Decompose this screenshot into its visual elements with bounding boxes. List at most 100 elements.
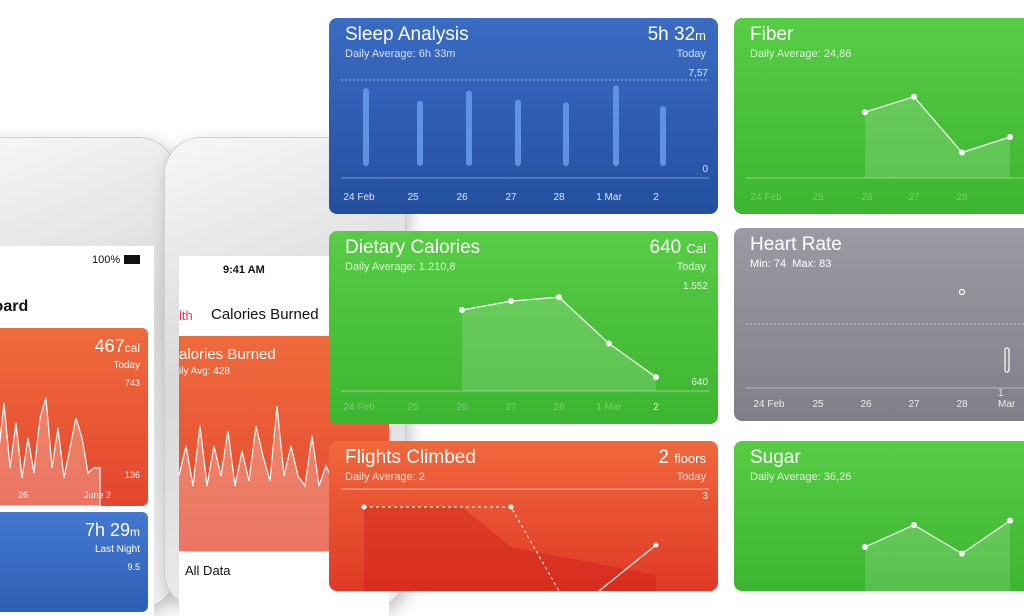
dietary-ymin: 640 [691,377,708,388]
calories-axis-top: 743 [124,378,140,388]
sleep-value-unit: m [695,28,706,43]
sleep-bar [613,85,619,166]
fiber-point [862,109,868,116]
sleep-mini-unit: m [130,525,140,539]
sugar-title: Sugar [750,447,801,468]
flights-value-unit: floors [674,451,706,466]
phone-left-title: nboard [0,298,29,315]
flights-value-number: 2 [658,447,669,468]
heart-subtitle: Min: 74 Max: 83 [750,258,831,270]
sleep-ymin: 0 [702,164,708,175]
battery-text: 100% [92,254,121,266]
calories-axis-bottom: 136 [124,470,140,480]
flights-title: Flights Climbed [345,447,476,468]
heart-x-label: 26 [860,399,872,410]
sleep-chart [341,79,709,179]
heart-rate-card[interactable]: Heart Rate Min: 74 Max: 83 24 Feb 25 26 27 2… [734,228,1024,421]
fiber-x-label: 26 [861,192,873,203]
fiber-card[interactable]: Fiber Daily Average: 24,86 24 Feb 25 26 27 2… [734,18,1024,214]
heart-range-bar [1004,347,1010,373]
sleep-value: 5h 32m [648,24,706,46]
sleep-ymax: 7,57 [688,68,708,79]
sleep-bar [563,102,569,166]
dietary-today: Today [676,261,706,273]
fiber-chart [746,93,1024,179]
dietary-x-label: 25 [407,402,419,413]
heart-x-label: 27 [908,399,920,410]
sugar-chart [862,517,1013,591]
sugar-area [865,520,1010,591]
back-link[interactable]: lth [179,308,193,323]
heart-point [958,288,966,296]
fiber-subtitle: Daily Average: 24,86 [750,48,852,60]
heart-x-label: 28 [956,399,968,410]
phone-right-card-sub: ily Avg: 428 [179,366,230,377]
phone-left-calories-card[interactable]: ned 467cal Today 743 136 26 June 2 [0,328,148,506]
sleep-bar [660,106,666,166]
heart-title: Heart Rate [750,234,842,255]
sleep-x-label: 24 Feb [343,192,375,203]
dietary-point [459,306,465,313]
dietary-chart [341,294,709,392]
sleep-x-label: 26 [456,192,468,203]
dietary-value-number: 640 [649,237,682,258]
phone-left-sleep-card[interactable]: 7h 29m Last Night 9.5 [0,512,148,612]
dietary-x-label: 28 [553,402,565,413]
flights-value: 2 floors [658,447,706,469]
dietary-x-label: 26 [456,402,468,413]
heart-x-label: 24 Feb [753,399,785,410]
sleep-x-label: 27 [505,192,517,203]
sugar-point [862,544,868,550]
fiber-title: Fiber [750,24,794,45]
heart-x-label: 25 [812,399,824,410]
dietary-ymax: 1.552 [682,281,708,292]
fiber-point [959,149,965,156]
calories-unit: cal [124,341,140,355]
sugar-point [959,550,965,557]
dietary-point [508,298,514,305]
sleep-bar [466,90,472,166]
flights-today: Today [676,471,706,483]
dietary-point [556,294,562,301]
sleep-mini-axis: 9.5 [127,562,140,572]
dietary-point [606,340,612,347]
calories-label: ned [0,342,1,360]
phone-right-sparkline [179,405,334,552]
phone-left-screen: 100% nboard ned 467cal Today 743 136 26 … [0,246,154,616]
fiber-x-label: 25 [812,192,824,203]
phone-right-card-title: alories Burned [179,346,276,363]
sugar-subtitle: Daily Average: 36,26 [750,471,852,483]
heart-chart [746,288,1024,389]
sugar-card[interactable]: Sugar Daily Average: 36,26 [734,441,1024,591]
dietary-calories-card[interactable]: Dietary Calories Daily Average: 1.210,8 … [329,231,718,424]
sugar-point [911,522,917,528]
calories-day: Today [113,360,140,371]
phone-left: 100% nboard ned 467cal Today 743 136 26 … [0,138,175,616]
flights-point [653,542,659,548]
sleep-analysis-card[interactable]: Sleep Analysis Daily Average: 6h 33m 5h … [329,18,718,214]
dietary-x-label: 24 Feb [343,402,375,413]
fiber-x-label: 24 Feb [750,192,782,203]
calories-number: 467 [94,336,125,356]
flights-chart [341,488,709,591]
dietary-value: 640 Cal [650,237,707,259]
sleep-x-label: 25 [407,192,419,203]
dietary-area [462,297,656,391]
sleep-bar [417,100,423,166]
sleep-subtitle: Daily Average: 6h 33m [345,48,456,60]
sleep-mini-value: 7h 29m [85,520,140,541]
sleep-bar [515,99,521,166]
sleep-mini-label: Last Night [94,544,140,555]
sleep-today: Today [676,48,706,60]
flights-ymax: 3 [702,491,708,502]
all-data-link[interactable]: All Data [185,563,231,578]
dietary-x-label: 27 [505,402,517,413]
flights-point [508,504,514,510]
sleep-value-number: 5h 32 [647,24,696,45]
dietary-x-label: 2 [653,402,659,413]
fiber-x-label: 27 [908,192,920,203]
flights-area [364,507,656,591]
sugar-point [1007,517,1013,524]
dietary-point [653,374,659,381]
flights-climbed-card[interactable]: Flights Climbed Daily Average: 2 2 floor… [329,441,718,591]
